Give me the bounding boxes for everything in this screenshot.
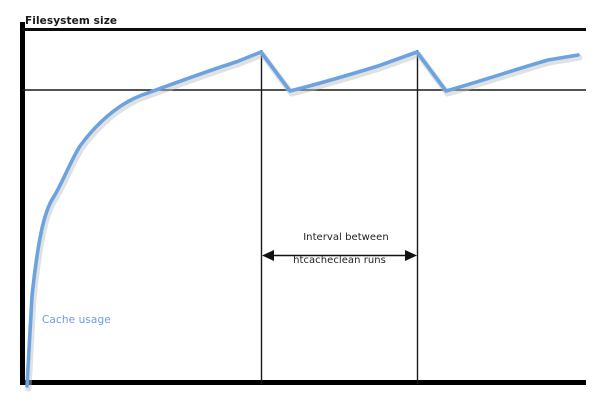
interval-annotation-line-2: htcacheclean runs [293,254,386,266]
arrow-head-left [262,250,274,261]
cache-usage-curve-shadow [25,51,583,392]
cache-usage-label: Cache usage [42,314,111,326]
interval-annotation-line-1: Interval between [303,231,389,243]
arrow-head-right [405,250,417,261]
htcacheclean-interval-arrow [262,250,417,261]
cache-usage-curve [25,50,580,388]
filesystem-size-label: Filesystem size [25,15,118,27]
interval-annotation: Interval between htcacheclean runs [261,220,418,289]
